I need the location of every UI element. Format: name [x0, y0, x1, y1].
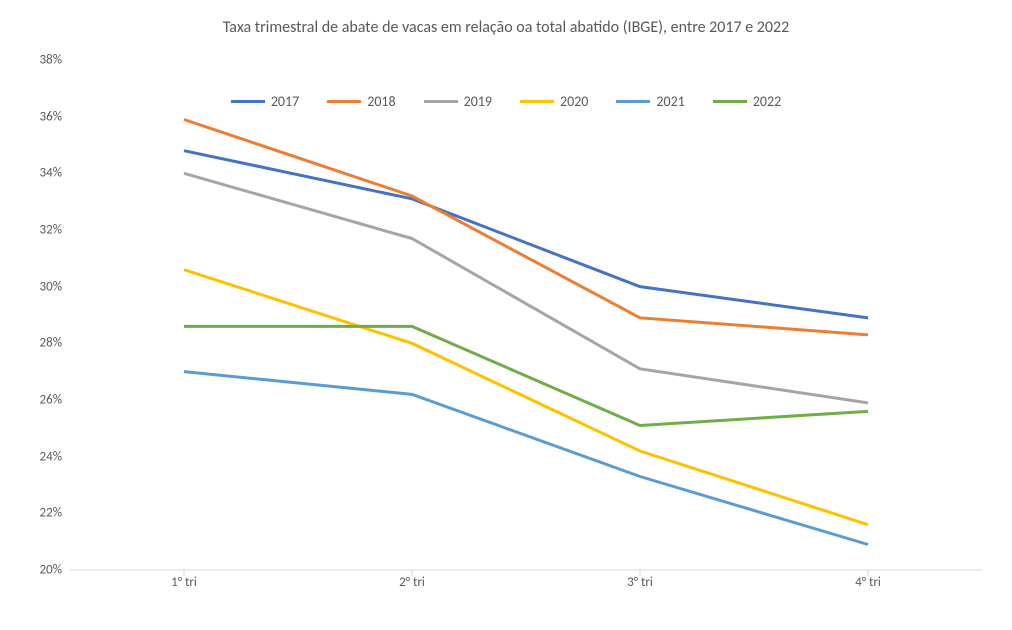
series-line-2022 — [184, 326, 868, 425]
series-line-2020 — [184, 270, 868, 525]
y-tick-label: 28% — [12, 336, 62, 351]
y-tick-label: 34% — [12, 166, 62, 181]
y-tick-label: 30% — [12, 279, 62, 294]
y-tick-label: 38% — [12, 53, 62, 68]
series-line-2017 — [184, 151, 868, 318]
x-tick-label: 1° tri — [171, 575, 197, 590]
y-tick-label: 26% — [12, 393, 62, 408]
y-tick-label: 36% — [12, 109, 62, 124]
y-tick-label: 32% — [12, 223, 62, 238]
series-line-2019 — [184, 173, 868, 403]
x-tick-label: 4° tri — [855, 575, 881, 590]
plot-svg — [70, 60, 982, 570]
y-tick-label: 20% — [12, 563, 62, 578]
chart-container: Taxa trimestral de abate de vacas em rel… — [0, 0, 1012, 630]
y-tick-label: 22% — [12, 506, 62, 521]
y-tick-label: 24% — [12, 449, 62, 464]
x-tick-label: 2° tri — [399, 575, 425, 590]
chart-title: Taxa trimestral de abate de vacas em rel… — [0, 18, 1012, 37]
x-tick-label: 3° tri — [627, 575, 653, 590]
plot-area — [70, 60, 982, 570]
